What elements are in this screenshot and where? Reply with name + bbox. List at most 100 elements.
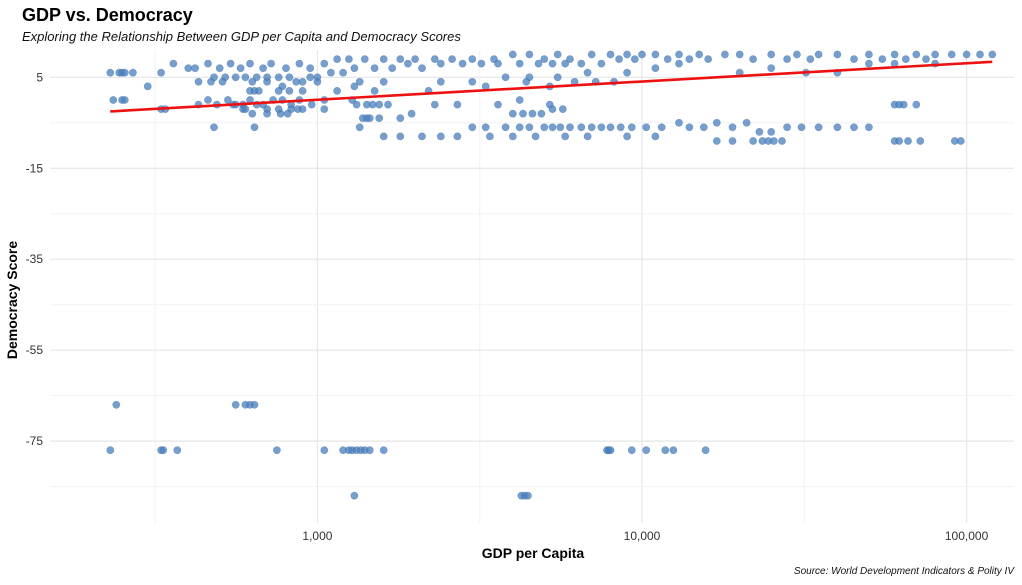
data-point [525,50,534,59]
data-point [583,68,592,77]
data-point [685,123,694,132]
data-point [307,100,316,109]
data-point [947,50,956,59]
y-axis-title: Democracy Score [4,241,20,360]
data-point [515,96,524,104]
data-point [508,50,517,59]
data-point [616,123,625,132]
data-point [675,59,683,68]
data-point [254,87,263,95]
data-point [548,105,557,113]
x-axis-title: GDP per Capita [482,545,585,561]
data-point [901,55,910,63]
data-point [651,64,660,73]
data-point [606,446,615,455]
data-point [285,73,294,82]
source-caption: Source: World Development Indicators & P… [793,566,1014,577]
data-point [797,123,806,132]
data-point [379,446,388,455]
data-point [956,137,965,145]
data-point [320,105,329,113]
data-point [728,123,737,132]
data-point [241,105,250,113]
data-point [553,73,562,82]
data-point [184,64,193,73]
data-point [623,132,631,141]
data-point [865,59,873,68]
data-point [375,114,384,123]
data-point [477,59,486,68]
data-point [494,100,502,109]
data-point [283,109,292,118]
data-point [895,137,904,145]
data-point [931,50,939,59]
data-point [638,50,646,59]
data-point [326,68,335,77]
data-point [313,77,322,86]
data-point [485,132,494,141]
data-point [850,55,858,63]
data-point [360,55,369,63]
data-point [194,77,203,86]
data-point [712,137,721,145]
data-point [728,137,737,145]
data-point [350,491,359,500]
data-points [106,50,997,500]
data-point [899,100,908,109]
data-point [370,64,379,73]
data-point [120,68,129,77]
data-point [120,96,129,104]
data-point [109,96,118,104]
data-point [226,59,235,68]
data-point [236,64,245,73]
x-axis-ticks: 1,000 10,000 100,000 [302,529,988,543]
data-point [561,132,570,141]
data-point [630,55,639,63]
data-point [396,132,405,141]
data-point [534,59,543,68]
data-point [285,87,294,95]
data-point [814,123,823,132]
data-point [553,50,562,59]
data-point [320,446,329,455]
data-point [642,446,651,455]
y-tick-label: -35 [26,252,44,266]
data-point [508,109,517,118]
data-point [912,100,921,109]
data-point [418,132,426,141]
data-point [577,123,586,132]
data-point [962,50,971,59]
data-point [770,137,778,145]
data-point [501,73,510,82]
data-point [606,123,615,132]
data-point [558,105,567,113]
data-point [274,73,283,82]
data-point [298,87,307,95]
data-point [742,118,751,127]
data-point [537,109,546,118]
data-point [540,123,549,132]
data-point [344,55,353,63]
data-point [379,55,388,63]
data-point [159,446,168,455]
data-point [468,55,477,63]
data-point [566,123,574,132]
data-point [143,82,152,91]
data-point [627,446,636,455]
data-point [735,50,744,59]
data-point [333,87,341,95]
data-point [783,55,791,63]
data-point [292,77,301,86]
data-point [524,491,532,500]
data-point [263,77,271,86]
data-point [218,77,227,86]
data-point [651,132,660,141]
trend-line-group [110,60,993,113]
data-point [669,446,678,455]
gridlines [50,50,1014,523]
data-point [250,400,259,409]
data-point [597,59,606,68]
data-point [661,446,670,455]
data-point [922,55,930,63]
